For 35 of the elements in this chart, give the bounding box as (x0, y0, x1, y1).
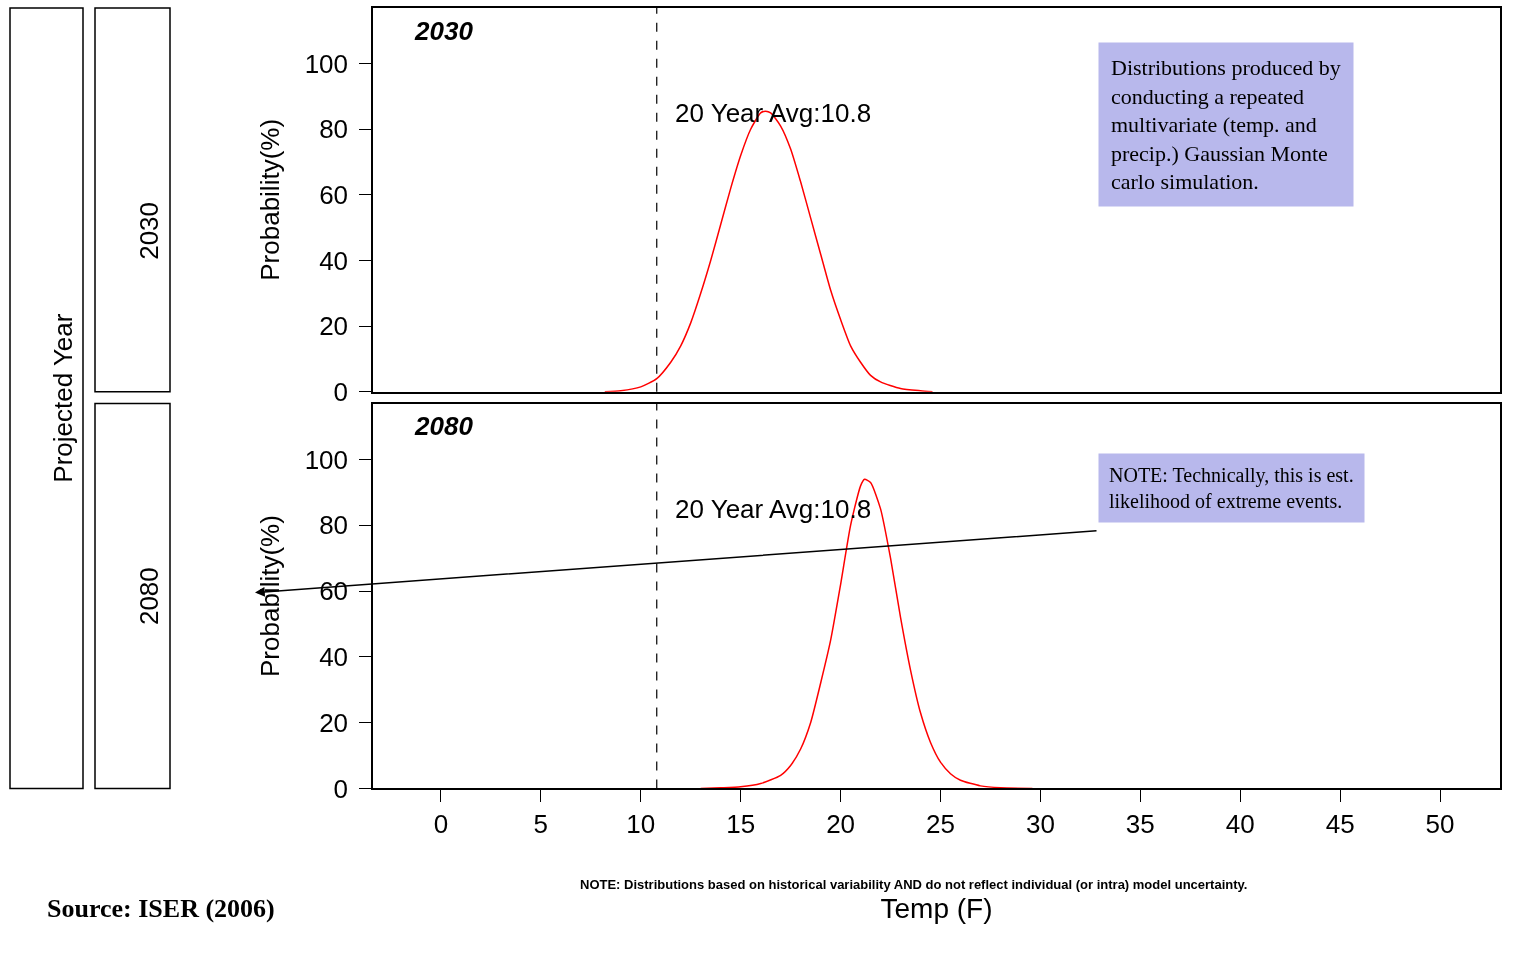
x-tick-label: 0 (433, 809, 449, 840)
y-tick-label: 100 (304, 48, 349, 79)
y-axis-title: Probability(%) (254, 118, 285, 281)
annotation: NOTE: Technically, this is est. likelihood of extreme events. (1109, 464, 1354, 512)
x-tick-label: 45 (1325, 809, 1355, 840)
x-tick-label: 10 (626, 809, 656, 840)
x-tick-label: 5 (533, 809, 549, 840)
text: 2030 (134, 201, 165, 260)
y-tick-label: 40 (319, 245, 349, 276)
source-note: Source: ISER (2006) (47, 894, 275, 923)
y-tick-label: 80 (319, 510, 349, 541)
text: Projected Year (48, 313, 79, 483)
x-tick-label: 40 (1225, 809, 1255, 840)
chart-title: 2030 (414, 16, 474, 46)
text: 2080 (133, 567, 164, 626)
y-tick-label: 20 (319, 311, 349, 342)
x-tick-label: 30 (1025, 809, 1055, 840)
y-tick-label: 20 (319, 707, 349, 738)
y-tick-label: 80 (319, 114, 349, 145)
y-tick-label: 100 (304, 444, 349, 475)
ref-line-label: 20 Year Avg:10.8 (675, 98, 872, 128)
text: NOTE: Distributions based on historical variability AND do not reflect individual (or intra) model uncertainty. (580, 877, 1248, 892)
y-tick-label: 40 (319, 642, 349, 673)
annotation: Distributions produced by conducting a repeated multivariate (temp. and precip.) Gaussian Monte carlo simulation. (1111, 55, 1341, 195)
x-tick-label: 35 (1125, 809, 1155, 840)
y-tick-label: 60 (319, 180, 349, 211)
x-tick-label: 15 (726, 809, 756, 840)
y-axis-title: Probability(%) (254, 515, 285, 677)
x-axis-title: Temp (F) (880, 893, 993, 925)
x-tick-label: 20 (826, 809, 856, 840)
chart-title: 2080 (414, 411, 474, 441)
x-tick-label: 25 (926, 809, 955, 840)
y-tick-label: 0 (333, 773, 349, 804)
x-tick-label: 50 (1425, 809, 1455, 840)
y-tick-label: 0 (333, 376, 349, 407)
